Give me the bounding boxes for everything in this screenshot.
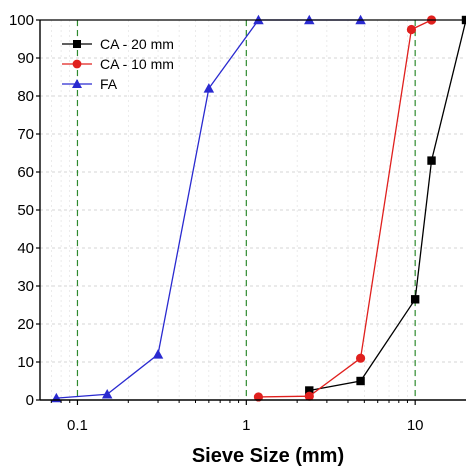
data-point-square [410, 295, 420, 304]
series-1 [253, 15, 437, 402]
axes: 0 10 20 30 40 50 60 70 80 90 100 0.1 1 10 [9, 12, 466, 434]
series-0 [305, 15, 466, 395]
x-tick-label: 1 [242, 417, 250, 434]
data-point-square [305, 386, 314, 395]
y-tick-label: 0 [26, 392, 34, 409]
series-group [51, 14, 466, 403]
legend-entry-2: FA [62, 76, 118, 92]
y-tick-label: 100 [9, 12, 34, 29]
x-axis-label: Sieve Size (mm) [192, 445, 344, 467]
legend-entry-1: CA - 10 mm [62, 56, 174, 72]
series-2 [51, 14, 366, 403]
y-tick-label: 30 [17, 278, 34, 295]
data-point-circle [72, 59, 82, 69]
legend-label: FA [100, 76, 118, 92]
data-point-circle [253, 392, 264, 402]
y-tick-label: 20 [17, 316, 34, 333]
series-line [258, 19, 432, 398]
data-point-triangle [101, 389, 113, 399]
x-tick-label: 10 [407, 417, 424, 434]
data-point-triangle [152, 349, 164, 359]
legend-label: CA - 10 mm [100, 56, 174, 72]
y-tick-label: 60 [17, 164, 34, 181]
y-tick-label: 40 [17, 240, 34, 257]
legend-label: CA - 20 mm [100, 36, 174, 52]
y-tick-label: 90 [17, 50, 34, 67]
data-point-circle [355, 353, 366, 363]
data-point-circle [304, 391, 314, 401]
series-line [309, 19, 466, 392]
y-tick-label: 50 [17, 202, 34, 219]
y-tick-label: 10 [17, 354, 34, 371]
y-tick-label: 80 [17, 88, 34, 105]
y-tick-label: 70 [17, 126, 34, 143]
data-point-square [427, 156, 436, 165]
data-point-square [73, 40, 81, 48]
data-point-triangle [72, 79, 82, 88]
x-tick-label: 0.1 [67, 417, 88, 434]
data-point-square [356, 376, 365, 386]
legend: CA - 20 mm CA - 10 mm FA [62, 36, 174, 92]
legend-entry-0: CA - 20 mm [62, 36, 174, 52]
data-point-triangle [203, 83, 215, 93]
data-point-circle [406, 24, 417, 35]
